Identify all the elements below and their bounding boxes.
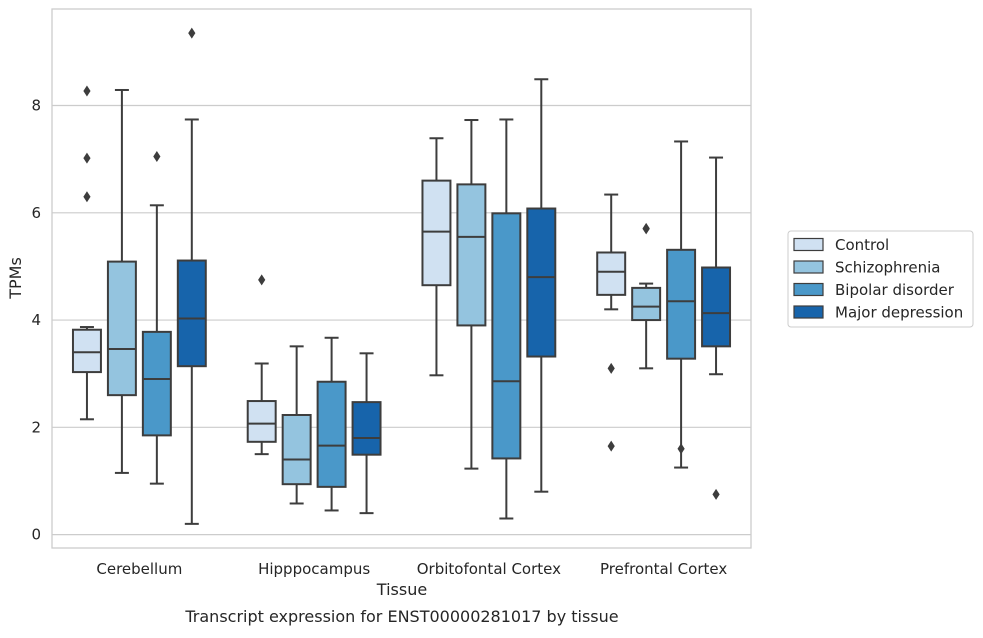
series-group: [106, 88, 662, 505]
box-body: [176, 259, 207, 368]
box-element: [246, 274, 277, 456]
legend-swatch: [793, 305, 824, 319]
y-tick-label: 6: [31, 204, 41, 222]
box-element: [281, 345, 312, 505]
box-series: [71, 27, 732, 525]
x-axis-label: Tissue: [376, 580, 427, 599]
series-group: [141, 118, 697, 520]
y-tick-labels: 0 2 4 6 8: [31, 97, 41, 544]
legend-swatch: [793, 282, 824, 297]
series-group: [71, 85, 627, 456]
legend: Control Schizophrenia Bipolar disorder Majo…: [787, 230, 974, 328]
box-element: [106, 88, 137, 474]
box-element: [176, 27, 207, 525]
legend-label: Bipolar disorder: [835, 281, 955, 299]
box-element: [421, 137, 452, 377]
box-element: [701, 156, 732, 500]
legend-swatch: [793, 260, 824, 274]
outlier-point: [607, 362, 615, 374]
outlier-point: [83, 191, 91, 203]
box-body: [351, 401, 382, 456]
box-element: [351, 352, 382, 515]
outlier-point: [712, 488, 720, 500]
legend-frame: [787, 230, 974, 328]
box-body: [701, 266, 732, 348]
box-element: [71, 85, 102, 421]
x-tick-label: Cerebellum: [96, 560, 182, 578]
x-tick-label: Orbitofontal Cortex: [417, 560, 561, 578]
box-body: [526, 207, 557, 358]
box-element: [526, 78, 557, 493]
legend-label: Schizophrenia: [835, 259, 940, 277]
outlier-point: [153, 150, 161, 162]
box-body: [316, 380, 347, 488]
outlier-point: [83, 152, 91, 164]
box-element: [631, 222, 662, 370]
box-body: [281, 413, 312, 486]
outlier-point: [258, 274, 266, 286]
box-body: [491, 212, 522, 460]
outlier-point: [677, 443, 685, 455]
box-element: [456, 119, 487, 470]
y-tick-label: 0: [31, 526, 41, 544]
legend-item: Control: [793, 236, 889, 254]
y-axis-label: TPMs: [6, 257, 25, 300]
y-tick-label: 8: [31, 97, 41, 115]
box-body: [71, 328, 102, 374]
box-body: [666, 248, 697, 360]
legend-label: Control: [835, 236, 889, 254]
legend-items: Control Schizophrenia Bipolar disorder Majo…: [793, 236, 963, 322]
x-tick-labels: Cerebellum Hipppocampus Orbitofontal Corte…: [96, 560, 727, 578]
box-body: [141, 330, 172, 437]
x-tick-label: Hipppocampus: [258, 560, 370, 578]
box-body: [456, 183, 487, 327]
series-group: [176, 27, 732, 525]
plot-frame: [51, 8, 752, 549]
box-element: [666, 140, 697, 469]
y-tick-label: 2: [31, 418, 41, 436]
x-tick-label: Prefrontal Cortex: [600, 560, 727, 578]
outlier-point: [607, 440, 615, 452]
legend-item: Major depression: [793, 304, 963, 322]
legend-label: Major depression: [835, 304, 963, 322]
legend-item: Bipolar disorder: [793, 281, 955, 299]
box-body: [421, 179, 452, 287]
box-body: [246, 400, 277, 443]
box-body: [631, 286, 662, 322]
box-element: [596, 193, 627, 452]
box-body: [596, 251, 627, 296]
box-element: [141, 150, 172, 485]
legend-swatch: [793, 237, 824, 252]
box-body: [106, 260, 137, 397]
y-tick-label: 4: [31, 311, 41, 329]
outlier-point: [642, 223, 650, 235]
chart-caption: Transcript expression for ENST0000028101…: [184, 607, 618, 626]
legend-item: Schizophrenia: [793, 259, 940, 277]
box-element: [316, 336, 347, 512]
outlier-point: [188, 27, 196, 39]
outlier-point: [83, 85, 91, 97]
box-element: [491, 118, 522, 520]
